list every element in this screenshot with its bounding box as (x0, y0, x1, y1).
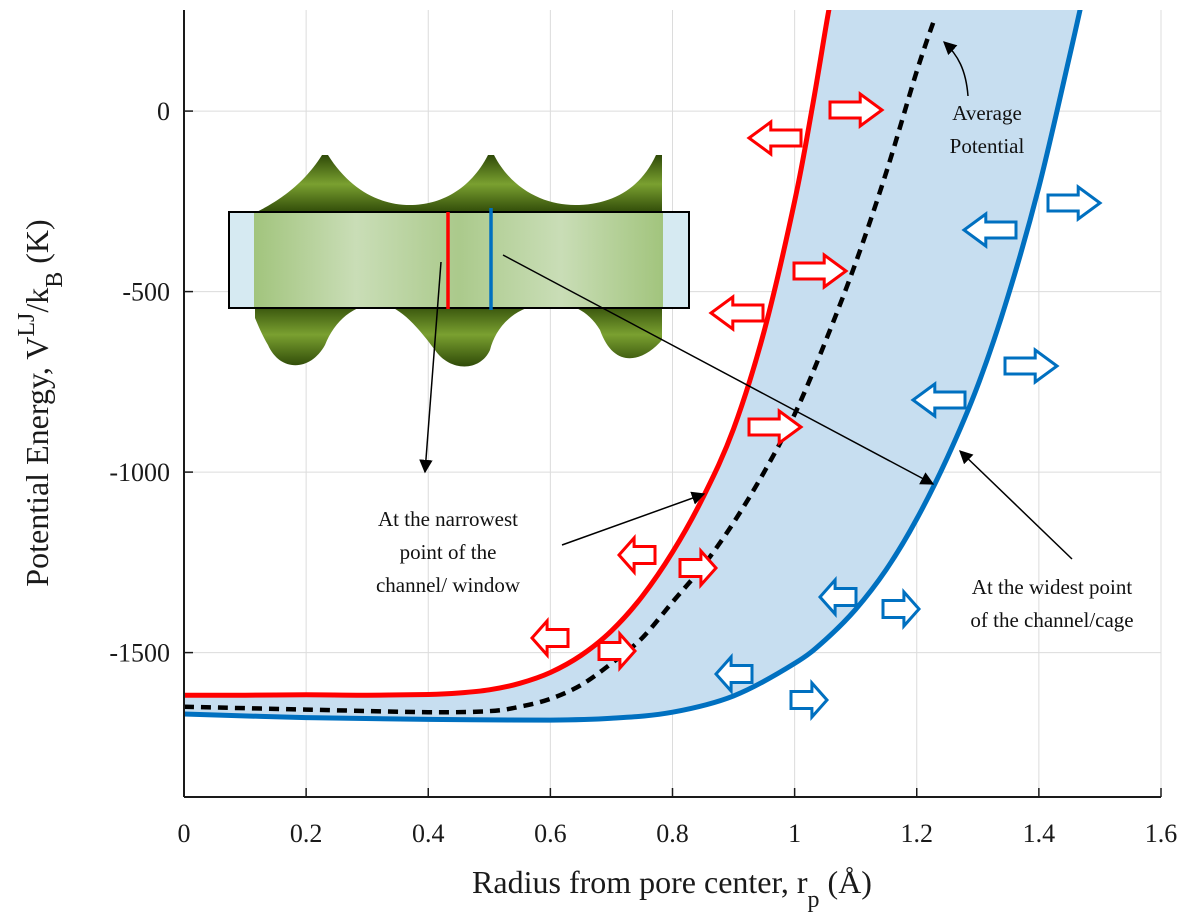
axis-ticks (183, 110, 1162, 797)
pointer-narrowest (561, 491, 706, 546)
red-direction-arrow (792, 252, 849, 290)
red-direction-arrow (828, 91, 885, 129)
potential-range-band (184, 10, 1081, 721)
y-axis-title-sup: LJ (14, 313, 40, 337)
y-axis-title-main: Potential Energy, V (19, 337, 55, 587)
y-axis-title-mid: /k (19, 288, 55, 313)
x-tick-label: 0.6 (534, 819, 567, 848)
pointer-average (943, 41, 969, 97)
blue-direction-arrow (1003, 347, 1060, 385)
blue-direction-arrow (817, 576, 858, 618)
x-tick-label: 1.6 (1145, 819, 1178, 848)
pointer-cage-to-curve (502, 254, 935, 485)
x-axis-title-unit: (Å) (820, 864, 872, 900)
annotation-widest-line1: At the widest point (972, 575, 1133, 599)
red-direction-arrow (616, 534, 657, 576)
x-tick-label: 1.4 (1023, 819, 1056, 848)
blue-direction-arrow (961, 211, 1018, 249)
x-axis-title-sub: p (808, 887, 820, 913)
series-line-widest (184, 10, 1083, 723)
x-tick-label: 1.2 (901, 819, 934, 848)
y-axis-title: Potential Energy, VLJ/kB (K) (14, 219, 68, 586)
y-tick-label: -1000 (109, 458, 170, 487)
y-tick-label: -500 (122, 278, 170, 307)
annotation-widest-line2: of the channel/cage (970, 608, 1133, 632)
x-axis-title-main: Radius from pore center, r (472, 864, 808, 900)
red-direction-arrow (746, 119, 803, 157)
blue-direction-arrow (881, 588, 922, 630)
red-direction-arrow (529, 617, 570, 659)
x-axis-title: Radius from pore center, rp (Å) (472, 864, 872, 913)
y-tick-label: -1500 (109, 639, 170, 668)
annotation-narrowest-line3: channel/ window (376, 573, 521, 597)
red-direction-arrow (747, 408, 804, 446)
x-tick-label: 0 (178, 819, 191, 848)
red-direction-arrow (678, 547, 719, 589)
x-tick-label: 0.2 (290, 819, 323, 848)
inset-upper-wall (255, 155, 662, 213)
potential-band (184, 10, 1081, 721)
y-axis-title-sub: B (42, 272, 68, 288)
annotation-pointers (419, 41, 1073, 560)
series-line-average (184, 16, 938, 715)
blue-direction-arrow (1046, 184, 1103, 222)
x-tick-label: 0.4 (412, 819, 445, 848)
red-direction-arrow (708, 294, 765, 332)
annotation-average-line1: Average (952, 101, 1022, 125)
x-tick-label: 1 (788, 819, 801, 848)
annotation-narrowest-line2: point of the (400, 540, 497, 564)
pointer-window-to-text (419, 261, 442, 474)
annotation-average-line2: Potential (950, 134, 1025, 158)
blue-direction-arrow (910, 381, 967, 419)
x-tick-label: 0.8 (656, 819, 689, 848)
series-line-narrowest (184, 10, 832, 698)
inset-channel-body (254, 213, 663, 307)
pore-channel-inset-image (228, 155, 690, 367)
inset-lower-wall (255, 302, 662, 367)
red-direction-arrow (597, 630, 638, 672)
blue-direction-arrow (713, 653, 754, 695)
y-axis-title-unit: (K) (19, 219, 55, 271)
y-tick-label: 0 (157, 97, 170, 126)
blue-direction-arrow (789, 679, 830, 721)
annotation-narrowest-line1: At the narrowest (378, 507, 518, 531)
direction-arrows (529, 91, 1103, 721)
pointer-widest (959, 450, 1073, 560)
